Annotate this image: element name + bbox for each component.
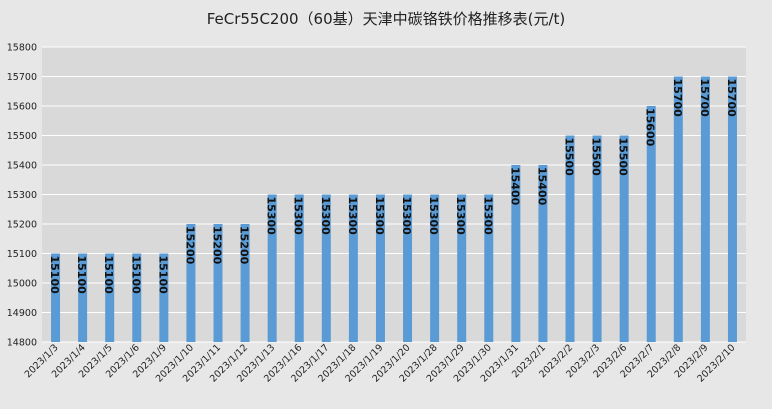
y-tick-label: 15500: [7, 131, 37, 142]
data-label: 15300: [265, 197, 278, 236]
data-label: 15200: [183, 226, 196, 265]
data-label: 15100: [102, 256, 115, 295]
data-label: 15300: [346, 197, 359, 236]
data-label: 15500: [590, 138, 603, 177]
data-label: 15300: [373, 197, 386, 236]
data-label: 15400: [535, 167, 548, 206]
bar: [159, 253, 169, 342]
data-label: 15300: [319, 197, 332, 236]
data-label: 15100: [48, 256, 61, 295]
y-tick-label: 15200: [7, 220, 37, 231]
data-label: 15500: [563, 138, 576, 177]
bar: [348, 194, 358, 342]
y-tick-label: 15300: [7, 190, 37, 201]
y-tick-label: 14900: [7, 308, 37, 319]
bar: [646, 106, 656, 342]
data-label: 15300: [292, 197, 305, 236]
bar: [105, 253, 115, 342]
y-tick-label: 14800: [7, 338, 37, 349]
y-tick-label: 15600: [7, 102, 37, 113]
bar: [673, 76, 683, 342]
y-tick-label: 15700: [7, 72, 37, 83]
bar: [619, 135, 629, 342]
bar: [538, 165, 548, 342]
y-tick-label: 15800: [7, 43, 37, 54]
data-label: 15100: [75, 256, 88, 295]
chart-title: FeCr55C200（60基）天津中碳铬铁价格推移表(元/t): [207, 10, 566, 28]
bar: [375, 194, 385, 342]
bar: [321, 194, 331, 342]
data-label: 15300: [454, 197, 467, 236]
bar: [403, 194, 413, 342]
bar: [430, 194, 440, 342]
data-label: 15600: [644, 108, 657, 147]
bar: [51, 253, 61, 342]
data-label: 15400: [508, 167, 521, 206]
data-label: 15200: [211, 226, 224, 265]
data-label: 15300: [400, 197, 413, 236]
data-label: 15100: [156, 256, 169, 295]
bar: [240, 224, 250, 342]
bar: [700, 76, 710, 342]
data-label: 15500: [617, 138, 630, 177]
bar: [78, 253, 88, 342]
bar: [186, 224, 196, 342]
bar: [132, 253, 142, 342]
data-label: 15100: [129, 256, 142, 295]
bar: [457, 194, 467, 342]
data-label: 15700: [671, 79, 684, 118]
bar: [484, 194, 494, 342]
data-label: 15700: [725, 79, 738, 118]
bar: [511, 165, 521, 342]
bar: [565, 135, 575, 342]
bar: [267, 194, 277, 342]
data-label: 15700: [698, 79, 711, 118]
bar: [727, 76, 737, 342]
bar: [213, 224, 223, 342]
data-label: 15300: [481, 197, 494, 236]
y-tick-label: 15000: [7, 279, 37, 290]
y-tick-label: 15400: [7, 161, 37, 172]
bar: [294, 194, 304, 342]
bar: [592, 135, 602, 342]
data-label: 15200: [238, 226, 251, 265]
plot-area: 14800 14900 15000 15100 15200 15300 15400 15500…: [7, 43, 746, 385]
data-label: 15300: [427, 197, 440, 236]
y-tick-label: 15100: [7, 249, 37, 260]
